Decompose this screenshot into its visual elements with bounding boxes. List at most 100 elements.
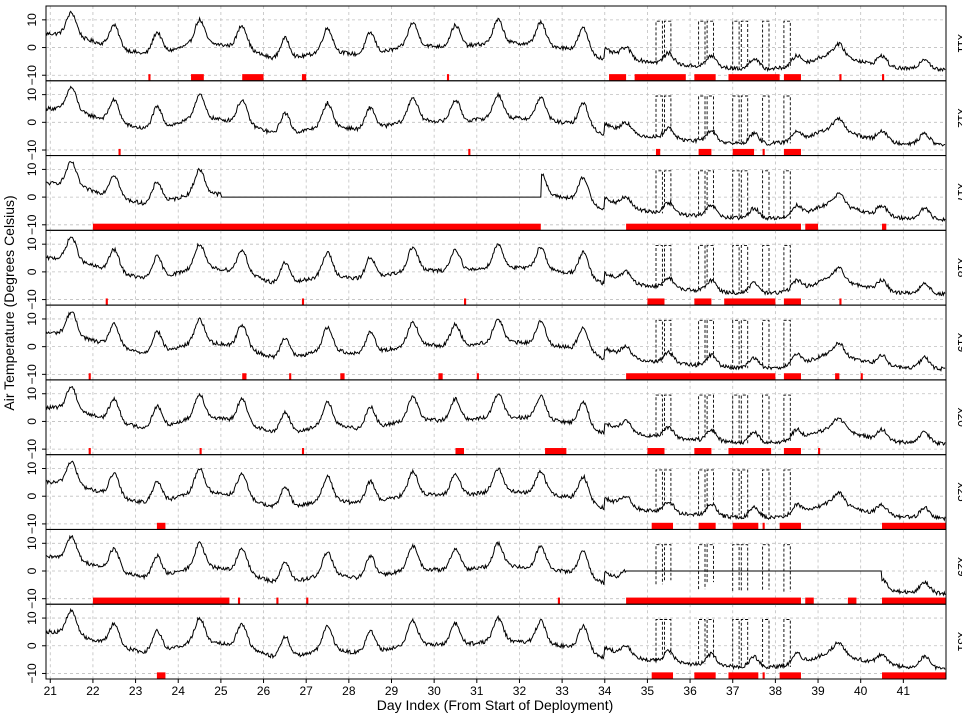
predicted-excursion <box>655 20 663 61</box>
y-tick-label: −10 <box>25 65 39 86</box>
panel-x18: −10 0 10 x18 <box>25 229 962 310</box>
predicted-excursion <box>732 619 740 667</box>
panel-label-x25: x25 <box>955 482 962 502</box>
predicted-excursion <box>698 20 706 65</box>
predicted-excursion <box>762 170 770 219</box>
anomaly-flag-mark <box>88 448 91 455</box>
predicted-excursion <box>706 394 714 435</box>
temperature-series-x20 <box>45 385 946 447</box>
predicted-excursion <box>664 619 672 655</box>
panel-label-x18: x18 <box>955 258 962 278</box>
anomaly-flag-mark <box>88 373 91 380</box>
predicted-excursion <box>740 469 749 519</box>
anomaly-flag-mark <box>105 298 108 305</box>
panel-frame <box>45 155 947 231</box>
predicted-excursion <box>740 394 749 444</box>
predicted-excursion <box>783 544 791 592</box>
anomaly-flag-mark <box>468 148 471 156</box>
temperature-series-x25 <box>45 460 946 522</box>
predicted-excursion <box>783 469 791 517</box>
panel-x17: −10 0 10 x17 <box>25 155 962 235</box>
predicted-excursion <box>698 394 706 440</box>
predicted-excursion <box>698 544 706 590</box>
anomaly-flag-mark <box>882 672 946 679</box>
y-tick-label: −10 <box>25 140 39 161</box>
anomaly-flag-mark <box>557 597 560 605</box>
panel-frame <box>45 229 947 306</box>
predicted-excursion <box>732 20 740 70</box>
anomaly-flag-mark <box>728 74 780 81</box>
y-tick-label: 0 <box>25 268 39 275</box>
predicted-excursion <box>783 170 791 219</box>
panel-frame <box>45 80 947 157</box>
y-axis-title: Air Temperature (Degrees Celsius) <box>1 195 17 410</box>
panel-frame <box>45 603 947 680</box>
predicted-excursion <box>664 20 672 58</box>
x-axis-title: Day Index (From Start of Deployment) <box>377 697 614 713</box>
x-tick-label: 40 <box>854 684 868 698</box>
anomaly-flag-mark <box>340 373 345 380</box>
anomaly-flag-mark <box>464 298 467 305</box>
y-tick-label: −10 <box>25 439 39 460</box>
panel-frame <box>45 454 947 530</box>
predicted-excursion <box>732 170 740 217</box>
x-tick-label: 36 <box>683 684 697 698</box>
predicted-excursion <box>740 245 749 293</box>
y-tick-label: −10 <box>25 588 39 609</box>
anomaly-flag-mark <box>732 148 755 156</box>
x-tick-label: 33 <box>555 684 569 698</box>
x-tick-label: 28 <box>342 684 356 698</box>
predicted-excursion <box>783 619 791 667</box>
predicted-excursion <box>740 619 749 666</box>
predicted-excursion <box>762 619 770 667</box>
anomaly-flag-mark <box>882 597 946 605</box>
predicted-excursion <box>762 95 770 141</box>
predicted-excursion <box>706 20 714 59</box>
x-tick-label: 29 <box>385 684 399 698</box>
predicted-excursion <box>655 469 663 512</box>
x-tick-label: 21 <box>44 684 58 698</box>
predicted-excursion <box>740 95 749 143</box>
y-tick-label: 0 <box>25 418 39 425</box>
predicted-excursion <box>762 20 770 68</box>
y-tick-label: −10 <box>25 364 39 385</box>
anomaly-flag-mark <box>242 373 247 380</box>
x-tick-label: 25 <box>214 684 228 698</box>
panel-label-x29: x29 <box>955 557 962 577</box>
predicted-excursion <box>655 245 663 286</box>
temperature-series-x19 <box>45 311 946 372</box>
y-tick-label: −10 <box>25 663 39 684</box>
x-tick-label: 34 <box>598 684 612 698</box>
anomaly-flag-mark <box>698 522 716 530</box>
anomaly-flag-mark <box>306 597 309 605</box>
predicted-excursion <box>706 170 714 211</box>
anomaly-flag-mark <box>783 298 801 305</box>
y-tick-label: −10 <box>25 289 39 310</box>
predicted-excursion <box>655 170 663 214</box>
anomaly-flag-mark <box>882 522 946 530</box>
anomaly-flag-mark <box>694 448 712 455</box>
predicted-excursion <box>655 619 663 661</box>
anomaly-flag-mark <box>762 522 765 530</box>
x-tick-label: 27 <box>300 684 314 698</box>
temperature-series-x31 <box>45 607 946 671</box>
panel-label-x19: x19 <box>955 333 962 353</box>
predicted-excursion <box>762 245 770 292</box>
anomaly-flag-mark <box>118 148 121 156</box>
predicted-excursion <box>740 544 749 591</box>
anomaly-flag-mark <box>839 298 842 305</box>
predicted-excursion <box>783 394 791 441</box>
x-tick-label: 35 <box>641 684 655 698</box>
x-tick-label: 30 <box>427 684 441 698</box>
predicted-excursion <box>706 245 714 283</box>
anomaly-flag-mark <box>724 298 776 305</box>
y-tick-label: 0 <box>25 343 39 350</box>
predicted-excursion <box>664 469 672 506</box>
anomaly-flag-mark <box>651 672 674 679</box>
x-tick-label: 31 <box>470 684 484 698</box>
anomaly-flag-mark <box>237 597 241 605</box>
predicted-excursion <box>698 245 706 290</box>
predicted-excursion <box>698 170 706 215</box>
anomaly-flag-mark <box>276 597 279 605</box>
